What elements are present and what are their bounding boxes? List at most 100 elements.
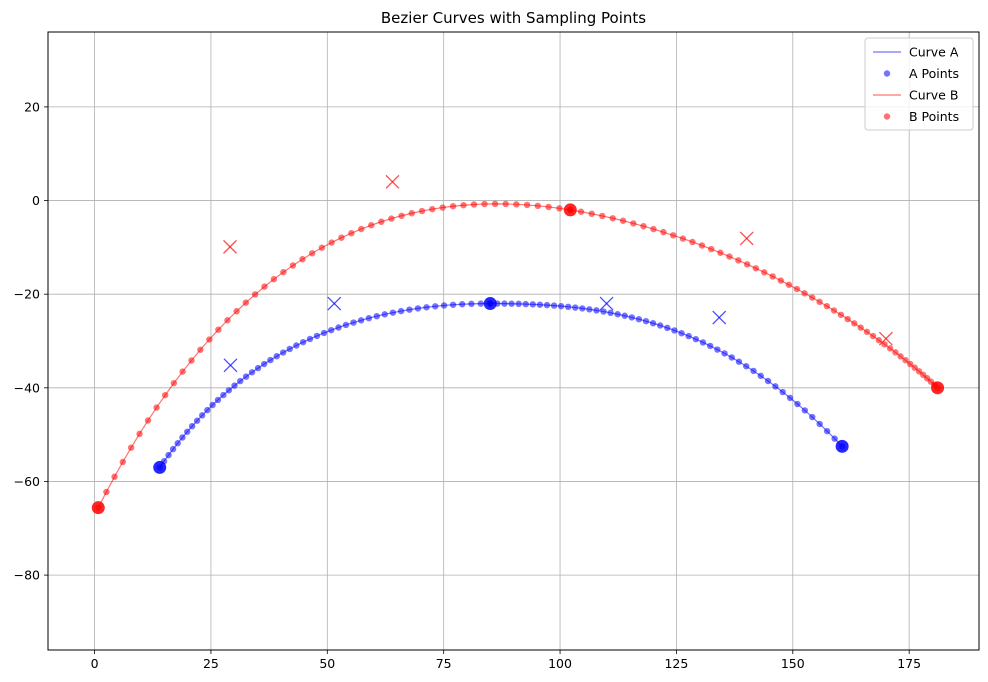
chart-title: Bezier Curves with Sampling Points [381, 9, 646, 27]
curve-b-point [556, 205, 563, 212]
curve-a-point [477, 300, 484, 307]
curve-b-point [388, 215, 395, 222]
marker-stroke [385, 174, 400, 189]
legend-item: Curve B [873, 88, 958, 103]
legend-swatch-dot [883, 70, 891, 77]
curve-b-point [886, 345, 894, 352]
x-tick-label: 75 [436, 656, 452, 671]
curve-a-point [198, 412, 206, 419]
y-tick-label: 20 [24, 99, 40, 114]
marker-stroke [599, 296, 614, 311]
curve-b-point [881, 341, 888, 348]
curve-a-point [586, 306, 593, 313]
curve-a-point [656, 322, 664, 329]
legend-label: A Points [909, 66, 959, 81]
curve-b-point [280, 268, 287, 276]
curve-a-point [501, 300, 508, 307]
curve-b-point [777, 277, 785, 284]
curve-a-point [642, 317, 650, 325]
curve-a-endpoint [835, 439, 849, 453]
curve-b-point [348, 230, 355, 237]
curve-a-point [165, 451, 172, 459]
curve-b-point [823, 302, 831, 310]
curve-b-point [717, 249, 724, 256]
curve-a-point [225, 387, 233, 394]
curve-a-point [273, 353, 280, 360]
marker-stroke [223, 358, 238, 373]
curve-a-point [579, 305, 586, 312]
curve-a-point [468, 300, 475, 308]
grid [48, 32, 979, 650]
curve-a-point [600, 308, 607, 315]
curve-b-point [640, 222, 647, 230]
curve-a-endpoint [153, 460, 167, 474]
curve-b-point [752, 265, 759, 272]
curve-b-point [907, 360, 914, 368]
curve-a-point [831, 435, 838, 442]
curve-b-point [726, 253, 733, 260]
curve-b-point [785, 281, 793, 288]
curve-b-point [206, 336, 213, 343]
legend-item: Curve A [873, 45, 959, 60]
curve-a-point [628, 314, 636, 321]
curve-b-point [261, 283, 268, 290]
curve-a-point [750, 367, 757, 375]
curve-b-point [761, 269, 768, 276]
curve-a-point [299, 338, 307, 346]
curve-a-point [772, 383, 779, 390]
curve-a-point [714, 346, 721, 353]
curve-a-point [529, 301, 537, 308]
curve-a-point [678, 329, 685, 337]
legend-label: B Points [909, 109, 959, 124]
curve-b-point [127, 444, 135, 451]
curve-a-point [699, 339, 707, 346]
curve-a-point [440, 302, 448, 309]
curve-b-point [233, 308, 240, 315]
curve-b-point [103, 488, 110, 496]
curve-a-point [350, 319, 357, 326]
curve-a-point [260, 360, 268, 368]
curve-b-point [897, 353, 904, 360]
curve-b-point [660, 228, 667, 236]
marker-stroke [712, 310, 727, 325]
curve-a-point [397, 307, 405, 315]
curve-b-point [619, 217, 627, 224]
curve-b-point [111, 473, 118, 480]
curve-b-endpoint [931, 381, 945, 395]
curve-a-point [508, 300, 515, 307]
curve-a-point [664, 324, 671, 332]
curve-a-point [557, 302, 565, 310]
curve-b-point [308, 250, 316, 257]
curve-b-point [368, 222, 375, 229]
curve-a-point [254, 364, 262, 372]
curve-a-point [414, 305, 422, 312]
marker-stroke [223, 239, 237, 254]
curve-b-point [577, 208, 585, 215]
curve-a-point [357, 317, 365, 324]
curve-a-point [801, 407, 809, 414]
curve-a-point [550, 302, 558, 309]
curve-b-point [689, 238, 696, 246]
x-tick-label: 125 [664, 656, 688, 671]
curve-a-point [423, 304, 430, 311]
curve-a-point [188, 422, 196, 430]
curve-a-point [279, 349, 287, 356]
curve-a-point [536, 301, 544, 308]
curve-b-point [743, 261, 751, 268]
curve-a-point [458, 301, 466, 308]
y-tick-label: 0 [32, 193, 40, 208]
curve-a-point [621, 312, 628, 319]
control-point-a-marker [223, 358, 238, 373]
curve-a-point [649, 320, 657, 327]
plot-area [91, 174, 945, 515]
curve-a-endpoint [483, 297, 497, 311]
curve-b-point [328, 239, 335, 246]
curve-a-point [242, 373, 250, 380]
curve-b-point [708, 245, 715, 253]
curve-a-point [823, 427, 831, 435]
curve-b-endpoint [91, 501, 105, 515]
marker-stroke [878, 331, 893, 346]
curve-a-point [743, 363, 750, 370]
curve-b-point [197, 346, 204, 353]
